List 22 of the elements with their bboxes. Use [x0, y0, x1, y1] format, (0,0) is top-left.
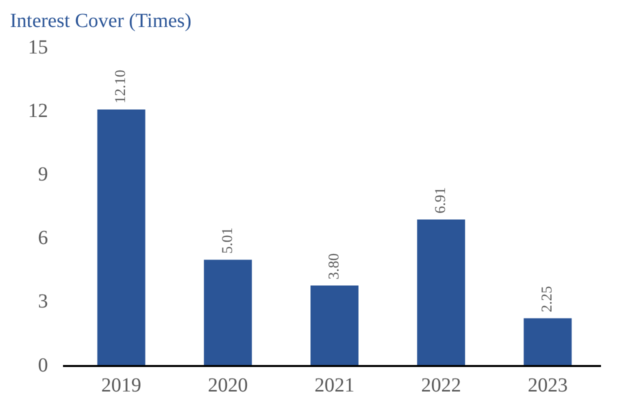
x-tick-label: 2019 — [101, 374, 142, 396]
x-tick-label: 2022 — [421, 374, 462, 396]
bar — [417, 220, 466, 366]
y-tick-label: 0 — [38, 354, 48, 376]
y-tick-label: 15 — [28, 36, 48, 58]
data-label: 12.10 — [113, 70, 130, 104]
x-tick-label: 2023 — [528, 374, 568, 396]
data-label: 2.25 — [540, 286, 556, 312]
y-tick-label: 12 — [28, 100, 48, 122]
chart-title: Interest Cover (Times) — [10, 10, 192, 33]
bar — [204, 260, 252, 366]
x-tick-label: 2021 — [314, 374, 354, 396]
bar — [310, 285, 358, 366]
y-tick-label: 9 — [38, 163, 48, 186]
data-label: 5.01 — [220, 228, 236, 254]
x-tick-label: 2020 — [208, 374, 248, 396]
data-label: 6.91 — [433, 187, 450, 214]
y-tick-label: 6 — [38, 227, 48, 250]
data-label: 3.80 — [326, 253, 342, 280]
y-tick-label: 3 — [38, 290, 48, 313]
bar — [97, 109, 146, 366]
bar — [524, 318, 572, 366]
